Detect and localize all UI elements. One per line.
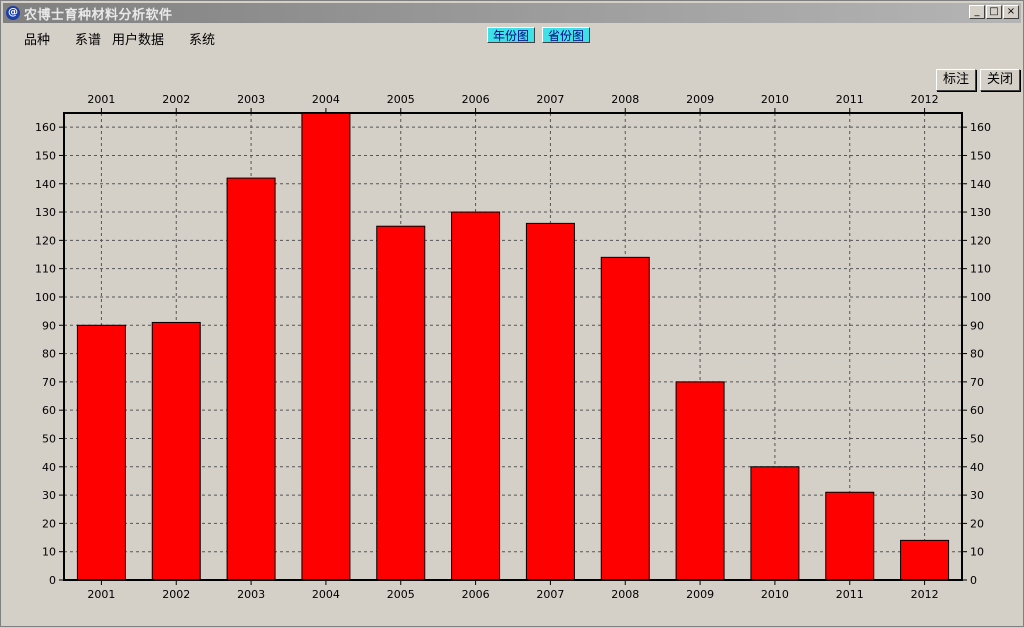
- x-tick-label: 2003: [237, 588, 265, 601]
- bar-2002: [151, 321, 201, 581]
- y-tick-label-right: 100: [970, 291, 991, 304]
- y-tick-label: 150: [35, 149, 56, 162]
- x-tick-label: 2004: [312, 588, 340, 601]
- bar-2008: [600, 256, 650, 581]
- bar-2010: [750, 466, 800, 581]
- y-tick-label-right: 110: [970, 263, 991, 276]
- app-icon: @: [6, 6, 20, 20]
- y-tick-label-right: 40: [970, 461, 984, 474]
- y-tick-label: 40: [42, 461, 56, 474]
- maximize-button[interactable]: □: [986, 5, 1002, 19]
- x-tick-label: 2001: [87, 588, 115, 601]
- y-tick-label: 160: [35, 121, 56, 134]
- y-tick-label: 90: [42, 319, 56, 332]
- y-tick-label-right: 10: [970, 546, 984, 559]
- menu-item-user-data[interactable]: 用户数据: [112, 33, 165, 48]
- x-tick-label: 2012: [911, 588, 939, 601]
- window-controls: _ □ ×: [969, 5, 1019, 19]
- tab-province-chart[interactable]: 省份图: [542, 27, 591, 43]
- y-tick-label-right: 20: [970, 517, 984, 530]
- x-tick-label: 2009: [686, 588, 714, 601]
- x-tick-label-top: 2004: [312, 93, 340, 106]
- y-tick-label-right: 70: [970, 376, 984, 389]
- x-tick-label: 2011: [836, 588, 864, 601]
- y-tick-label-right: 120: [970, 234, 991, 247]
- y-tick-label-right: 0: [970, 574, 977, 587]
- title-bar[interactable]: @ 农博士育种材料分析软件 _ □ ×: [3, 3, 1021, 23]
- y-tick-label-right: 150: [970, 149, 991, 162]
- x-tick-label: 2010: [761, 588, 789, 601]
- y-tick-label: 130: [35, 206, 56, 219]
- x-tick-label-top: 2008: [611, 93, 639, 106]
- y-tick-label: 20: [42, 517, 56, 530]
- x-tick-label-top: 2012: [911, 93, 939, 106]
- x-tick-label-top: 2007: [536, 93, 564, 106]
- x-tick-label-top: 2006: [462, 93, 490, 106]
- bar-2011: [825, 491, 875, 581]
- bar-2001: [76, 324, 126, 581]
- menu-bar: 品种 系谱 用户数据 系统: [1, 27, 1024, 48]
- y-tick-label-right: 140: [970, 178, 991, 191]
- y-tick-label-right: 130: [970, 206, 991, 219]
- x-tick-label-top: 2009: [686, 93, 714, 106]
- bar-2012: [900, 539, 950, 581]
- x-tick-label-top: 2002: [162, 93, 190, 106]
- x-tick-label-top: 2005: [387, 93, 415, 106]
- y-tick-label: 70: [42, 376, 56, 389]
- x-tick-label: 2005: [387, 588, 415, 601]
- tab-year-chart[interactable]: 年份图: [487, 27, 536, 43]
- bar-2003: [226, 177, 276, 581]
- y-tick-label: 140: [35, 178, 56, 191]
- minimize-button[interactable]: _: [969, 5, 985, 19]
- menu-item-variety[interactable]: 品种: [24, 33, 51, 48]
- menu-item-system[interactable]: 系统: [189, 33, 216, 48]
- y-tick-label: 100: [35, 291, 56, 304]
- y-tick-label-right: 50: [970, 432, 984, 445]
- y-tick-label-right: 80: [970, 348, 984, 361]
- bar-2005: [376, 225, 426, 581]
- bar-2007: [525, 222, 575, 581]
- x-tick-label: 2006: [462, 588, 490, 601]
- y-tick-label-right: 160: [970, 121, 991, 134]
- y-tick-label: 30: [42, 489, 56, 502]
- y-tick-label: 80: [42, 348, 56, 361]
- y-tick-label: 50: [42, 432, 56, 445]
- bar-2009: [675, 381, 725, 581]
- y-tick-label-right: 60: [970, 404, 984, 417]
- close-button[interactable]: 关闭: [980, 69, 1020, 91]
- y-tick-label: 0: [49, 574, 56, 587]
- close-window-button[interactable]: ×: [1003, 5, 1019, 19]
- x-tick-label: 2002: [162, 588, 190, 601]
- annotate-button[interactable]: 标注: [936, 69, 976, 91]
- x-tick-label: 2008: [611, 588, 639, 601]
- y-tick-label: 110: [35, 263, 56, 276]
- bar-2004: [301, 112, 351, 581]
- window-title: 农博士育种材料分析软件: [24, 7, 173, 23]
- menu-item-pedigree[interactable]: 系谱: [75, 33, 102, 48]
- x-tick-label-top: 2001: [87, 93, 115, 106]
- y-tick-label-right: 90: [970, 319, 984, 332]
- x-tick-label: 2007: [536, 588, 564, 601]
- plot-frame: [63, 112, 963, 581]
- bar-2006: [451, 211, 501, 581]
- x-tick-label-top: 2010: [761, 93, 789, 106]
- y-tick-label: 60: [42, 404, 56, 417]
- y-tick-label: 120: [35, 234, 56, 247]
- x-tick-label-top: 2003: [237, 93, 265, 106]
- y-tick-label-right: 30: [970, 489, 984, 502]
- y-tick-label: 10: [42, 546, 56, 559]
- x-tick-label-top: 2011: [836, 93, 864, 106]
